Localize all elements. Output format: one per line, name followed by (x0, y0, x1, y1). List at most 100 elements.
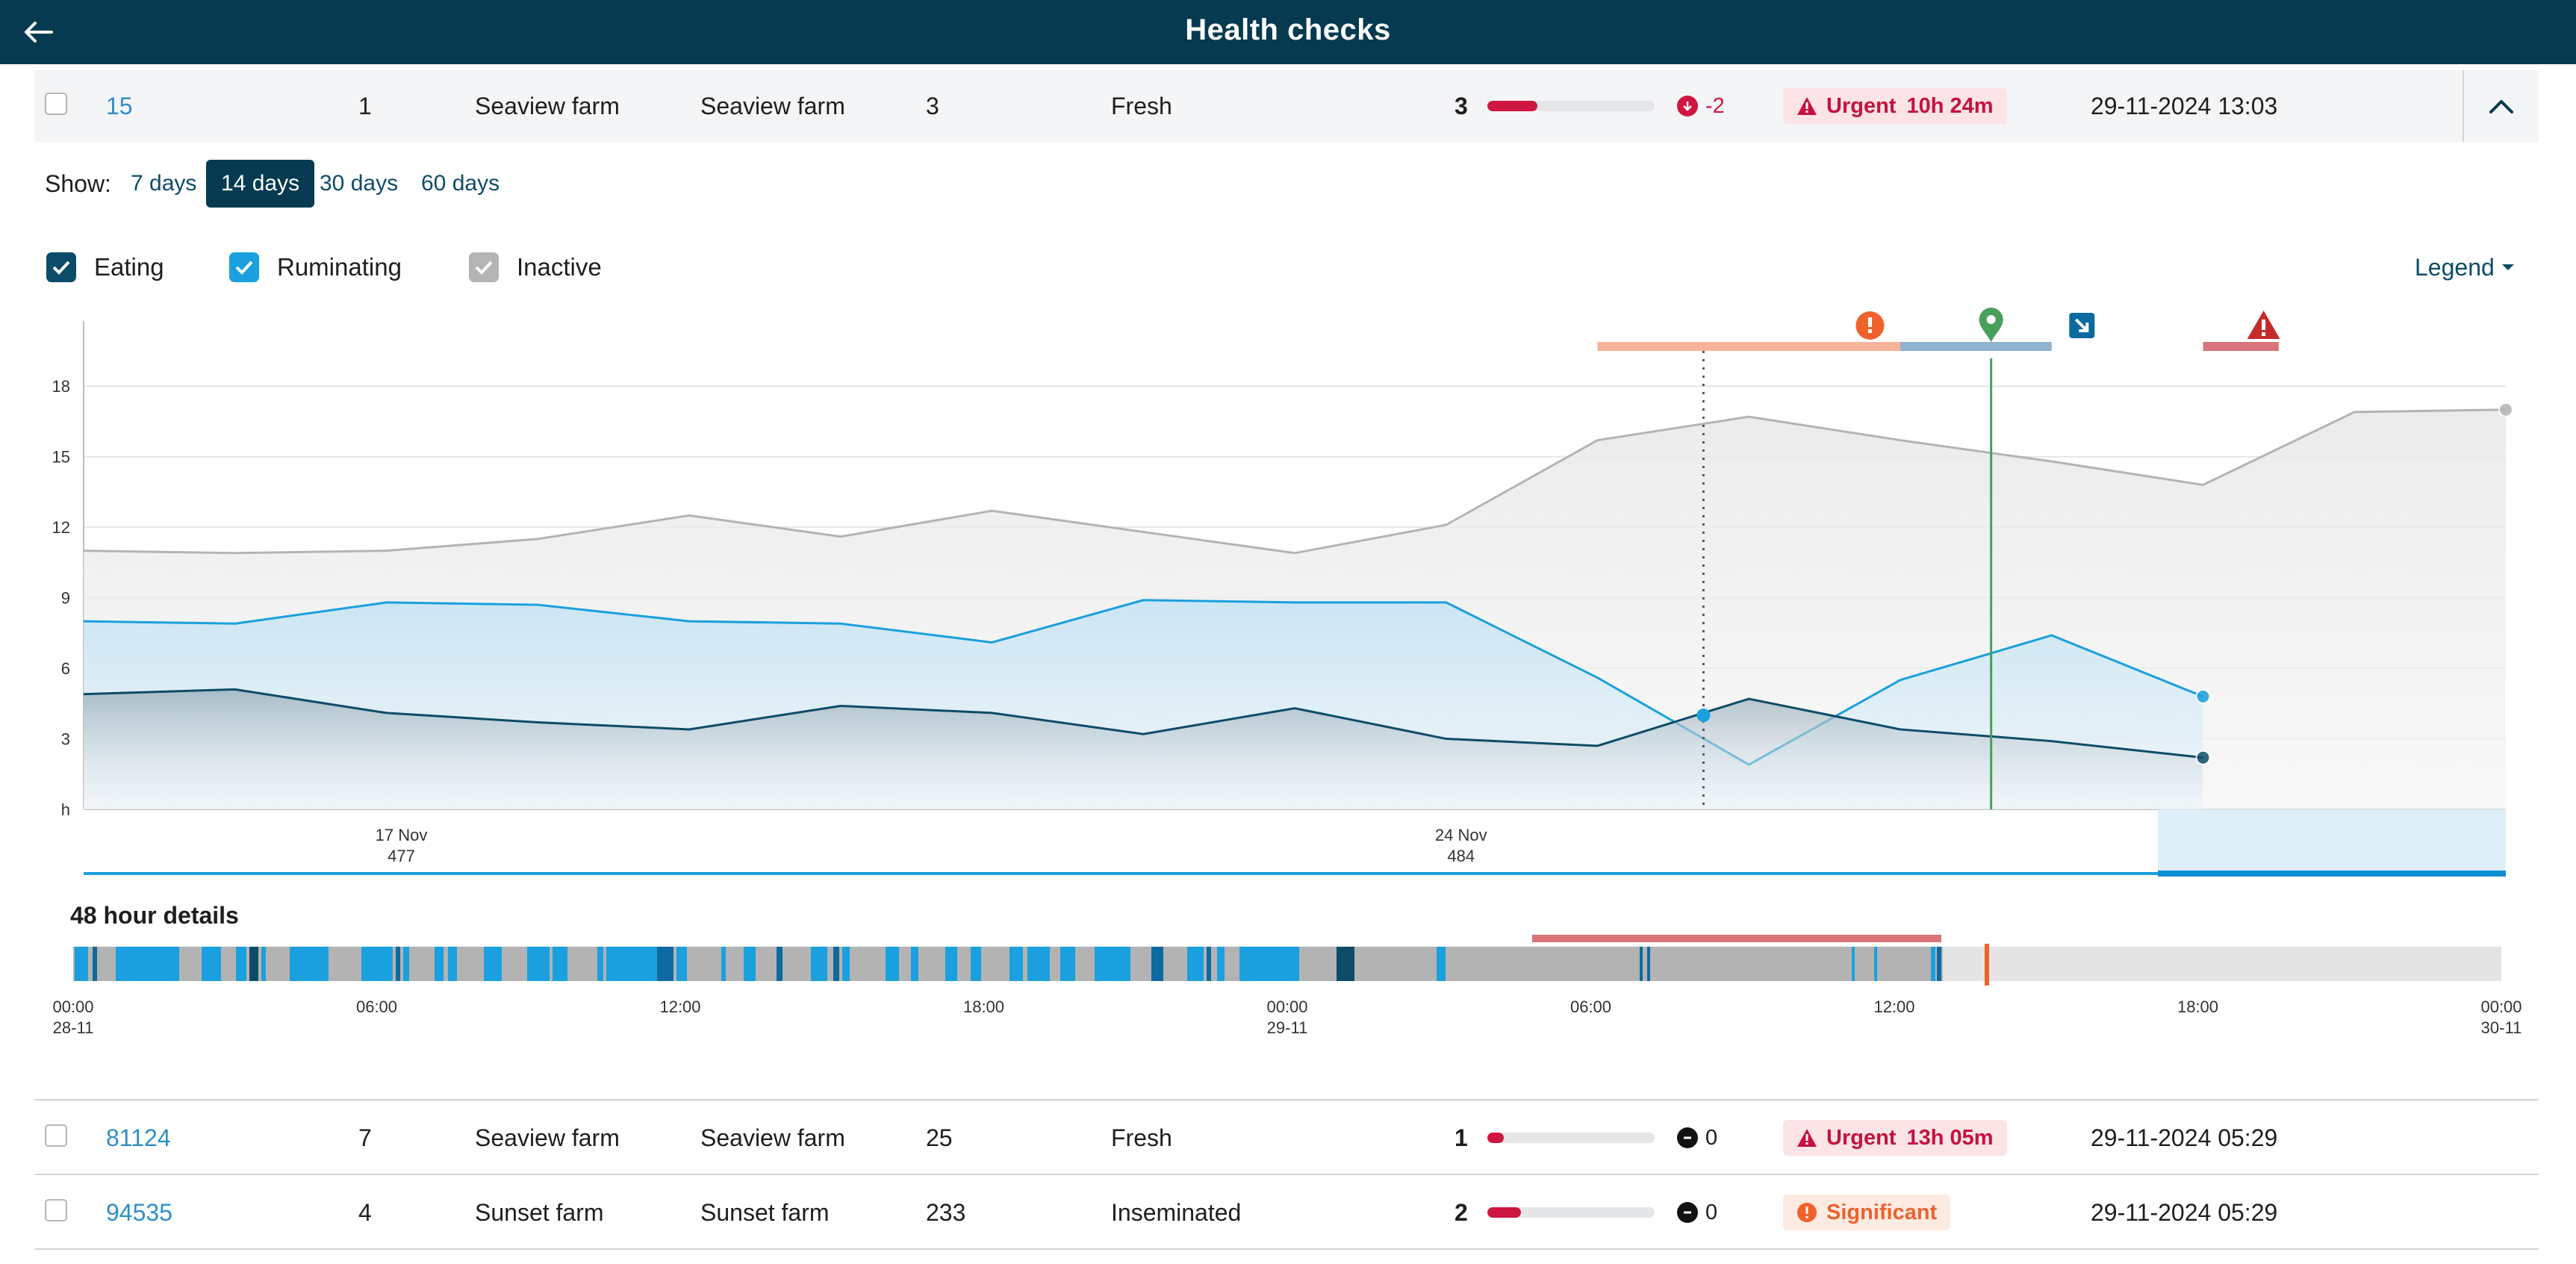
activity-segment (1207, 947, 1211, 981)
badge-label: Urgent (1826, 93, 1897, 118)
activity-segment (93, 947, 97, 981)
table-row[interactable]: 94535 4 Sunset farm Sunset farm 233 Inse… (34, 1177, 2539, 1248)
checkbox-checked-icon (46, 252, 76, 282)
chevron-up-icon (2489, 100, 2513, 113)
back-button[interactable] (13, 10, 63, 54)
series-line-inactive (83, 408, 2507, 555)
activity-segment (606, 947, 660, 981)
activity-segment (403, 947, 409, 981)
timeline-recorded (73, 947, 1943, 981)
activity-segment (597, 947, 603, 981)
range-14-days[interactable]: 14 days (206, 160, 315, 208)
activity-segment (527, 947, 550, 981)
table-row[interactable]: 81124 7 Seaview farm Seaview farm 25 Fre… (34, 1102, 2539, 1174)
divider (34, 1099, 2539, 1100)
farm-cell: Seaview farm (475, 93, 620, 119)
score-delta: 0 (1705, 1201, 1718, 1224)
timeline-48h: 00:00 28-11 06:00 12:00 18:00 00:00 29-11 06:00… (52, 935, 2522, 1037)
activity-segment (1647, 947, 1650, 981)
warning-circle-icon (1796, 1202, 1817, 1223)
lactation-cell: 1 (358, 93, 372, 119)
status-cell: Inseminated (1111, 1199, 1242, 1226)
toggle-ruminating[interactable]: Ruminating (229, 251, 402, 284)
activity-segment (676, 947, 687, 981)
toggle-eating[interactable]: Eating (46, 251, 164, 284)
top-bar: Health checks (0, 0, 2576, 64)
activity-segment (1217, 947, 1225, 981)
series-point-ruminating (2195, 688, 2211, 704)
activity-segment (1060, 947, 1075, 981)
range-navigator-window (2158, 809, 2506, 874)
toggle-label: Eating (94, 253, 164, 281)
lactation-cell: 7 (358, 1124, 372, 1151)
activity-segment (361, 947, 393, 981)
group-cell: Seaview farm (700, 93, 845, 119)
farm-cell: Sunset farm (475, 1199, 604, 1226)
range-30-days[interactable]: 30 days (320, 171, 399, 196)
collapse-row-button[interactable] (2463, 70, 2539, 142)
warning-circle-icon[interactable] (1855, 311, 1885, 340)
animal-id-link[interactable]: 15 (106, 93, 133, 119)
range-7-days[interactable]: 7 days (131, 171, 197, 196)
animal-id-link[interactable]: 94535 (106, 1199, 172, 1226)
alert-triangle-icon (1796, 1128, 1817, 1148)
event-band (2203, 342, 2279, 351)
group-cell: Sunset farm (700, 1199, 830, 1226)
timeline-tick-time: 06:00 (356, 997, 397, 1016)
alert-band (1532, 935, 1941, 942)
toggle-label: Ruminating (277, 253, 402, 281)
activity-segment (744, 947, 756, 981)
table-row[interactable]: 15 1 Seaview farm Seaview farm 3 Fresh 3… (34, 70, 2539, 142)
map-pin-icon[interactable] (1979, 308, 2003, 342)
activity-segment (236, 947, 246, 981)
activity-segment (1027, 947, 1050, 981)
arrow-down-right-icon[interactable] (2069, 313, 2095, 338)
series-point-inactive (2498, 402, 2513, 417)
score-value: 2 (1455, 1199, 1468, 1226)
legend-dropdown[interactable]: Legend (2415, 251, 2517, 284)
animal-id-link[interactable]: 81124 (106, 1124, 171, 1151)
activity-segment (553, 947, 567, 981)
score-value: 1 (1455, 1124, 1468, 1151)
activity-segment (1009, 947, 1023, 981)
activity-segment (484, 947, 502, 981)
activity-segment (971, 947, 981, 981)
badge-time: 13h 05m (1906, 1125, 1994, 1150)
activity-segment (116, 947, 179, 981)
activity-segment (1095, 947, 1130, 981)
timeline-tick-time: 06:00 (1570, 997, 1611, 1016)
activity-segment (1640, 947, 1643, 981)
activity-segment (261, 947, 266, 981)
farm-cell: Seaview farm (475, 1124, 620, 1151)
x-tick-day: 484 (1447, 847, 1475, 865)
timeline-tick-date: 29-11 (1267, 1018, 1308, 1037)
y-tick-label: 9 (61, 589, 70, 608)
row-checkbox[interactable] (45, 93, 67, 115)
activity-segment (1931, 947, 1935, 981)
cursor-point (1696, 709, 1711, 723)
lactation-cell: 4 (358, 1199, 372, 1226)
details-48h-title: 48 hour details (70, 902, 239, 929)
range-60-days[interactable]: 60 days (421, 171, 500, 196)
activity-segment (833, 947, 839, 981)
activity-segment (1852, 947, 1855, 981)
y-tick-label: 18 (52, 377, 70, 396)
caret-down-icon (2501, 264, 2514, 270)
toggle-inactive[interactable]: Inactive (469, 251, 602, 284)
activity-segment (249, 947, 258, 981)
score-delta: -2 (1705, 94, 1725, 118)
row-checkbox[interactable] (45, 1124, 67, 1147)
arrow-down-icon (1677, 96, 1698, 116)
activity-segment (1874, 947, 1877, 981)
timeline-tick-time: 18:00 (2177, 997, 2218, 1016)
activity-segment (435, 947, 444, 981)
score-value: 3 (1455, 93, 1468, 119)
y-tick-label: 12 (52, 518, 70, 537)
dim-cell: 233 (926, 1199, 966, 1226)
status-cell: Fresh (1111, 93, 1172, 119)
activity-segment (777, 947, 783, 981)
date-cell: 29-11-2024 13:03 (2091, 93, 2278, 119)
row-checkbox[interactable] (45, 1199, 67, 1221)
x-tick-day: 477 (388, 847, 415, 865)
alert-triangle-icon[interactable] (2247, 311, 2280, 339)
